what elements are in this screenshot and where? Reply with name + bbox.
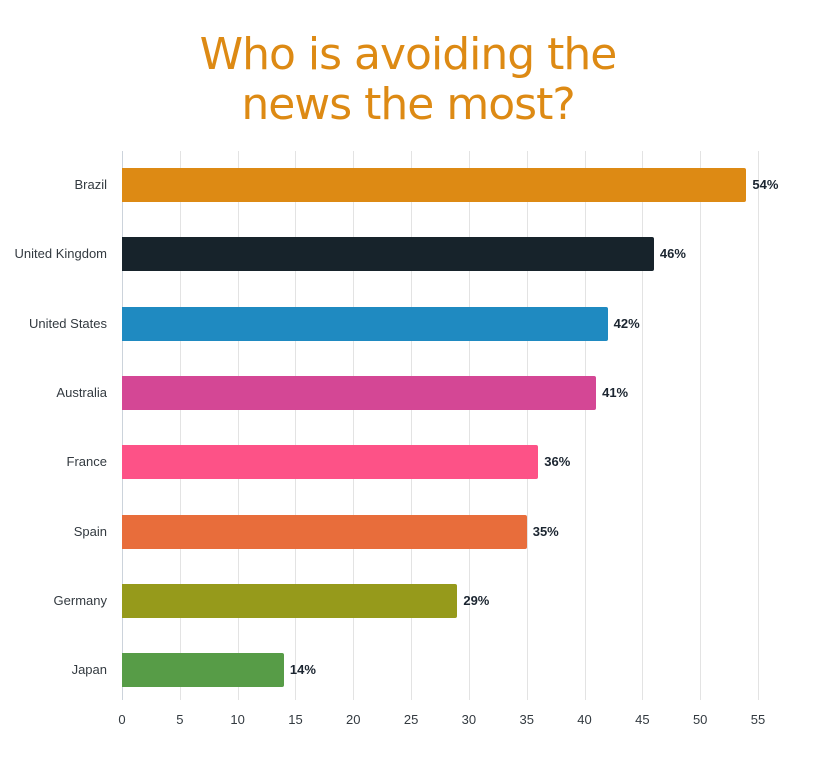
x-tick-label: 0 (118, 712, 126, 727)
gridline (758, 151, 759, 700)
plot-area: 54% 46% 42% 41% 36% 35% 29% 14% (122, 151, 778, 700)
x-tick-label: 30 (461, 712, 477, 727)
bar[interactable] (122, 237, 654, 272)
x-tick-label: 45 (635, 712, 650, 727)
category-label: Australia (56, 384, 107, 400)
bar-value-label: 54% (752, 177, 779, 192)
gridline (584, 151, 586, 700)
gridline (353, 151, 355, 700)
gridline (237, 151, 239, 700)
gridline (295, 151, 297, 700)
bar-value-label: 41% (602, 384, 629, 400)
x-tick-label: 15 (288, 712, 303, 727)
bar[interactable] (122, 445, 539, 480)
gridline (642, 151, 644, 700)
gridline (122, 151, 123, 700)
x-tick-label: 25 (403, 712, 419, 727)
category-label: Germany (53, 592, 107, 608)
bar[interactable] (122, 583, 458, 618)
bar-value-label: 29% (463, 592, 490, 608)
x-tick-label: 5 (176, 712, 184, 727)
category-label: Spain (73, 523, 107, 539)
x-tick-label: 20 (346, 712, 361, 727)
gridline (468, 151, 470, 700)
category-label: United Kingdom (14, 246, 108, 262)
category-label: Japan (71, 662, 107, 678)
category-label: Brazil (74, 177, 107, 192)
chart-title-line-1: Who is avoiding the (199, 29, 618, 80)
gridline (411, 151, 413, 700)
chart-title-line-2: news the most? (241, 79, 575, 130)
bar[interactable] (122, 514, 527, 549)
bar[interactable] (122, 375, 597, 410)
bar[interactable] (122, 168, 747, 202)
x-tick-label: 55 (750, 712, 766, 727)
x-tick-label: 35 (519, 712, 534, 727)
x-tick-label: 50 (692, 712, 708, 727)
bar[interactable] (122, 653, 284, 688)
gridline (526, 151, 528, 700)
bar[interactable] (122, 306, 608, 341)
bar-value-label: 35% (532, 523, 559, 539)
category-label: United States (28, 315, 107, 331)
chart-title: Who is avoiding the news the most? (0, 30, 816, 130)
category-label: France (66, 454, 107, 470)
x-tick-label: 40 (577, 712, 592, 727)
bar-value-label: 14% (289, 662, 316, 678)
gridline (700, 151, 702, 700)
gridline (179, 151, 181, 700)
bar-value-label: 42% (613, 315, 640, 331)
x-tick-label: 10 (230, 712, 245, 727)
bar-value-label: 46% (659, 246, 686, 262)
bar-value-label: 36% (544, 454, 571, 470)
